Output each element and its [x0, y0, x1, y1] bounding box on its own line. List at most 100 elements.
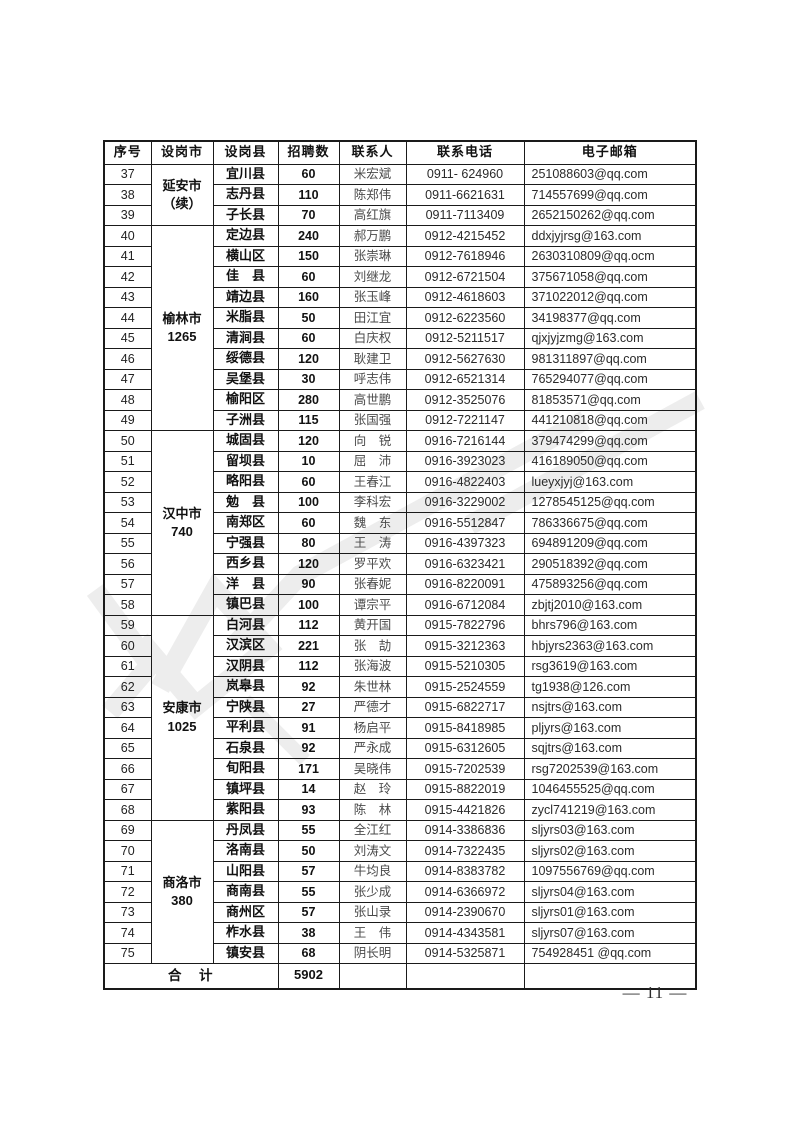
county-cell: 商南县 [212, 881, 279, 903]
county-cell: 佳 县 [212, 266, 279, 288]
phone-cell: 0912-4618603 [405, 286, 525, 308]
email-cell: qjxjyjzmg@163.com [523, 327, 697, 349]
phone-cell: 0911-6621631 [405, 184, 525, 206]
email-cell: rsg3619@163.com [523, 655, 697, 677]
phone-cell: 0916-6712084 [405, 594, 525, 616]
phone-cell: 0916-4397323 [405, 532, 525, 554]
city-name: 延安市 [162, 177, 202, 193]
contact-cell: 严德才 [338, 696, 407, 718]
seq-cell: 73 [103, 901, 152, 923]
seq-cell: 67 [103, 778, 152, 800]
count-cell: 68 [277, 942, 340, 964]
county-cell: 绥德县 [212, 348, 279, 370]
count-cell: 14 [277, 778, 340, 800]
count-cell: 120 [277, 430, 340, 452]
total-label-cell: 合 计 [103, 963, 279, 989]
county-cell: 旬阳县 [212, 758, 279, 780]
contact-cell: 高世鹏 [338, 389, 407, 411]
county-cell: 西乡县 [212, 553, 279, 575]
email-cell: 1097556769@qq.com [523, 860, 697, 882]
contact-cell: 屈 沛 [338, 450, 407, 472]
county-cell: 宁强县 [212, 532, 279, 554]
seq-cell: 75 [103, 942, 152, 964]
contact-cell: 杨启平 [338, 717, 407, 739]
count-cell: 55 [277, 881, 340, 903]
col-header: 联系电话 [405, 140, 525, 165]
county-cell: 清涧县 [212, 327, 279, 349]
recruitment-table: 序号 设岗市 设岗县 招聘数 联系人 联系电话 电子邮箱 37 延安市 （续） 宜川县 60 米宏斌 0… [103, 140, 697, 990]
city-quota: 1265 [167, 329, 197, 344]
email-cell: bhrs796@163.com [523, 614, 697, 636]
county-cell: 子洲县 [212, 409, 279, 431]
empty-cell [338, 963, 407, 989]
header-row: 序号 设岗市 设岗县 招聘数 联系人 联系电话 电子邮箱 [103, 140, 697, 165]
phone-cell: 0914-3386836 [405, 819, 525, 841]
phone-cell: 0915-4421826 [405, 799, 525, 821]
seq-cell: 41 [103, 245, 152, 267]
seq-cell: 44 [103, 307, 152, 329]
email-cell: sqjtrs@163.com [523, 737, 697, 759]
county-cell: 石泉县 [212, 737, 279, 759]
county-cell: 洋 县 [212, 573, 279, 595]
county-cell: 略阳县 [212, 471, 279, 493]
table-row: 71 山阳县 57 牛均良 0914-8383782 1097556769@qq.com [103, 860, 697, 882]
total-row: 合 计 5902 [103, 963, 697, 989]
county-cell: 山阳县 [212, 860, 279, 882]
phone-cell: 0915-2524559 [405, 676, 525, 698]
county-cell: 镇坪县 [212, 778, 279, 800]
count-cell: 57 [277, 901, 340, 923]
city-name: 商洛市 [162, 874, 202, 890]
email-cell: 981311897@qq.com [523, 348, 697, 370]
email-cell: pljyrs@163.com [523, 717, 697, 739]
contact-cell: 张玉峰 [338, 286, 407, 308]
count-cell: 57 [277, 860, 340, 882]
email-cell: 1278545125@qq.com [523, 491, 697, 513]
county-cell: 紫阳县 [212, 799, 279, 821]
email-cell: 371022012@qq.com [523, 286, 697, 308]
seq-cell: 40 [103, 225, 152, 247]
count-cell: 60 [277, 327, 340, 349]
county-cell: 榆阳区 [212, 389, 279, 411]
seq-cell: 54 [103, 512, 152, 534]
empty-cell [405, 963, 525, 989]
phone-cell: 0915-8822019 [405, 778, 525, 800]
contact-cell: 罗平欢 [338, 553, 407, 575]
email-cell: tg1938@126.com [523, 676, 697, 698]
contact-cell: 呼志伟 [338, 368, 407, 390]
seq-cell: 64 [103, 717, 152, 739]
city-quota: 380 [171, 892, 193, 908]
contact-cell: 吴晓伟 [338, 758, 407, 780]
table-row: 45 清涧县 60 白庆权 0912-5211517 qjxjyjzmg@163.com [103, 327, 697, 349]
seq-cell: 62 [103, 676, 152, 698]
phone-cell: 0912-6223560 [405, 307, 525, 329]
phone-cell: 0916-3229002 [405, 491, 525, 513]
contact-cell: 赵 玲 [338, 778, 407, 800]
email-cell: sljyrs04@163.com [523, 881, 697, 903]
county-cell: 城固县 [212, 430, 279, 452]
phone-cell: 0916-5512847 [405, 512, 525, 534]
county-cell: 南郑区 [212, 512, 279, 534]
seq-cell: 45 [103, 327, 152, 349]
seq-cell: 70 [103, 840, 152, 862]
table-body: 37 延安市 （续） 宜川县 60 米宏斌 0911- 624960 251088603@qq… [103, 163, 697, 989]
contact-cell: 张国强 [338, 409, 407, 431]
county-cell: 镇巴县 [212, 594, 279, 616]
seq-cell: 51 [103, 450, 152, 472]
contact-cell: 高红旗 [338, 204, 407, 226]
email-cell: sljyrs01@163.com [523, 901, 697, 923]
phone-cell: 0916-7216144 [405, 430, 525, 452]
phone-cell: 0914-4343581 [405, 922, 525, 944]
seq-cell: 63 [103, 696, 152, 718]
county-cell: 宁陕县 [212, 696, 279, 718]
seq-cell: 68 [103, 799, 152, 821]
contact-cell: 张春妮 [338, 573, 407, 595]
count-cell: 50 [277, 307, 340, 329]
col-header: 序号 [103, 140, 152, 165]
count-cell: 120 [277, 553, 340, 575]
seq-cell: 46 [103, 348, 152, 370]
seq-cell: 59 [103, 614, 152, 636]
count-cell: 60 [277, 266, 340, 288]
contact-cell: 向 锐 [338, 430, 407, 452]
count-cell: 280 [277, 389, 340, 411]
